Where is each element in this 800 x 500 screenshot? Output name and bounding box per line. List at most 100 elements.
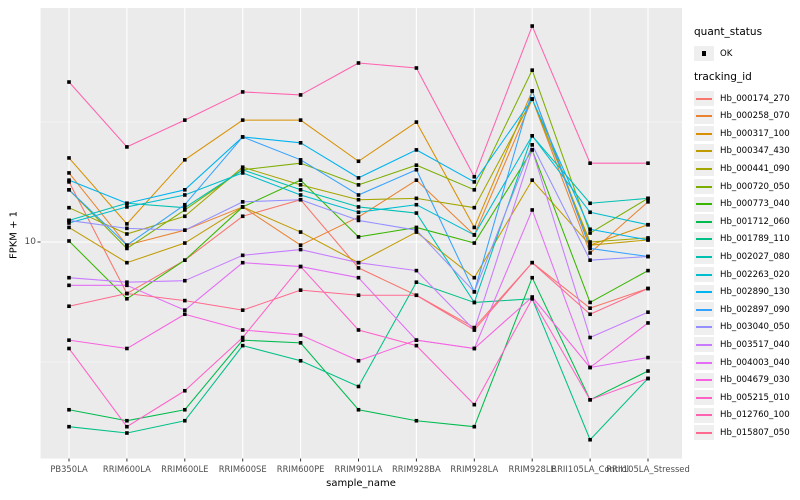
data-point-marker — [183, 407, 187, 412]
data-point-marker — [67, 407, 71, 412]
legend-key-line — [696, 255, 712, 258]
data-point-marker — [67, 275, 71, 280]
data-point-marker — [588, 437, 592, 442]
data-point-marker — [356, 218, 361, 223]
data-point-marker — [646, 196, 650, 201]
data-point-marker — [240, 343, 245, 348]
data-point-marker — [125, 222, 129, 226]
legend-key-line — [696, 220, 712, 223]
data-point-marker — [356, 260, 361, 265]
data-point-marker — [530, 260, 534, 265]
data-point-marker — [240, 118, 245, 122]
data-point-marker — [240, 167, 245, 172]
data-point-marker — [356, 210, 361, 215]
legend-key-line — [696, 361, 712, 364]
legend-item: Hb_000720_050 — [694, 178, 790, 195]
data-point-marker — [356, 293, 361, 298]
x-tick-label: PB350LA — [50, 464, 88, 474]
data-point-marker — [588, 243, 592, 247]
data-point-marker — [298, 158, 303, 162]
data-point-marker — [183, 205, 187, 210]
data-point-marker — [183, 312, 187, 317]
legend-key-line — [696, 291, 712, 294]
data-point-marker — [588, 398, 592, 402]
legend-key-swatch — [694, 179, 714, 194]
data-point-marker — [414, 343, 419, 348]
legend-item: Hb_000317_100 — [694, 125, 790, 142]
legend-item-label: Hb_005215_010 — [720, 392, 790, 403]
data-point-marker — [356, 193, 361, 197]
data-point-marker — [646, 355, 650, 360]
data-point-marker — [298, 247, 303, 252]
data-point-marker — [298, 118, 303, 122]
legend-item-label: Hb_001789_110 — [720, 234, 790, 245]
data-point-marker — [125, 201, 129, 206]
legend-key-swatch — [694, 302, 714, 318]
legend-key-swatch — [694, 372, 714, 388]
legend: quant_status OK tracking_id Hb_000174_27… — [692, 0, 800, 500]
data-point-marker — [588, 240, 592, 244]
legend-key-swatch — [694, 196, 714, 212]
legend-item-label: Hb_002263_020 — [720, 269, 790, 280]
data-point-marker — [414, 418, 419, 423]
data-point-marker — [414, 163, 419, 167]
data-point-marker — [183, 241, 187, 245]
legend-key-swatch — [694, 214, 714, 230]
data-point-marker — [588, 246, 592, 251]
data-point-marker — [472, 346, 477, 351]
data-point-marker — [588, 227, 592, 232]
legend-item: Hb_002263_020 — [694, 266, 790, 283]
legend-item-label: Hb_004003_040 — [720, 357, 790, 368]
data-point-marker — [472, 290, 477, 294]
x-tick-label: RRIM928LE — [508, 464, 556, 474]
data-point-marker — [588, 312, 592, 317]
data-point-marker — [472, 205, 477, 210]
legend-key-line — [696, 97, 712, 100]
legend-item: Hb_000441_090 — [694, 160, 790, 177]
data-point-marker — [298, 161, 303, 165]
data-point-marker — [530, 275, 534, 280]
legend-key-swatch — [694, 231, 714, 247]
legend-item: Hb_004679_030 — [694, 372, 790, 389]
data-point-marker — [356, 266, 361, 270]
legend-title-quant-status: quant_status — [694, 26, 763, 38]
data-point-marker — [67, 171, 71, 175]
data-point-marker — [472, 325, 477, 330]
legend-key-line — [696, 379, 712, 382]
data-point-marker — [472, 402, 477, 407]
x-axis-title: sample_name — [326, 478, 396, 489]
legend-item: Hb_003517_040 — [694, 336, 790, 353]
data-point-marker — [414, 196, 419, 201]
data-point-marker — [414, 211, 419, 215]
data-point-marker — [67, 188, 71, 192]
data-point-marker — [414, 167, 419, 172]
data-point-marker — [646, 321, 650, 325]
data-point-marker — [240, 214, 245, 219]
x-tick-label: RRIM600LE — [161, 464, 209, 474]
data-point-marker — [414, 280, 419, 284]
data-point-marker — [646, 161, 650, 165]
data-point-marker — [240, 328, 245, 332]
legend-item: Hb_015807_050 — [694, 424, 790, 441]
data-point-marker — [67, 346, 71, 351]
data-point-marker — [67, 225, 71, 230]
legend-key-swatch — [694, 126, 714, 142]
legend-key-line — [696, 185, 712, 188]
data-point-marker — [240, 171, 245, 175]
data-point-marker — [67, 178, 71, 182]
data-point-marker — [472, 233, 477, 237]
legend-item: Hb_001712_060 — [694, 213, 790, 230]
legend-item-label: OK — [720, 48, 733, 59]
data-point-marker — [646, 200, 650, 204]
legend-item-label: Hb_000773_040 — [720, 199, 790, 210]
data-point-marker — [472, 300, 477, 305]
legend-item: Hb_000174_270 — [694, 90, 790, 107]
data-point-marker — [356, 275, 361, 280]
legend-item-label: Hb_012760_100 — [720, 410, 790, 421]
legend-key-line — [696, 132, 712, 135]
data-point-marker — [67, 205, 71, 210]
legend-key-swatch — [694, 355, 714, 370]
x-tick-label: RRIM928BA — [391, 464, 441, 474]
data-point-marker — [588, 335, 592, 340]
data-point-marker — [67, 338, 71, 342]
